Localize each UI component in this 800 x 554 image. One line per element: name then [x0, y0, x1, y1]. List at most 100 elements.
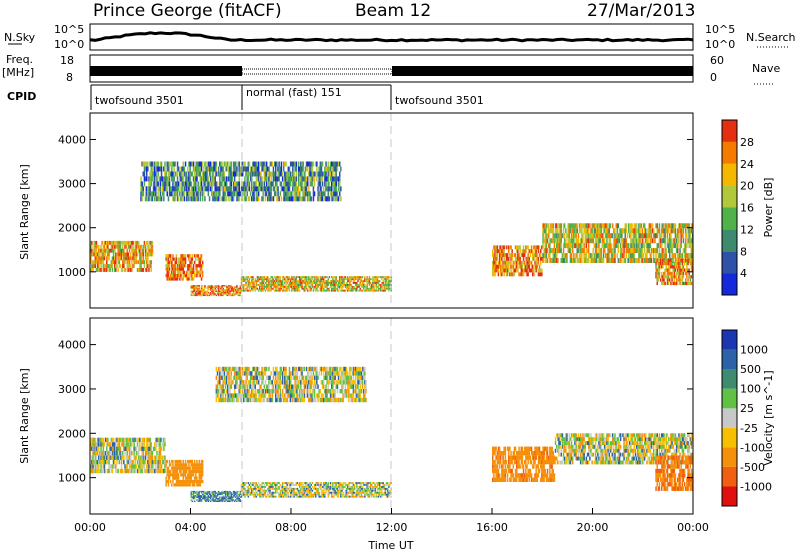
power-cell-6 — [656, 243, 658, 249]
velocity-cell-2 — [203, 493, 205, 496]
power-cell-6 — [581, 238, 583, 244]
power-cell-3 — [295, 282, 298, 284]
power-cell-0 — [102, 264, 105, 268]
power-cell-4 — [256, 161, 259, 167]
power-cell-1 — [177, 270, 180, 274]
velocity-cell-1 — [179, 463, 181, 467]
power-cell-2 — [231, 286, 234, 288]
power-cell-5 — [494, 268, 496, 273]
power-cell-7 — [679, 271, 681, 276]
power-cell-7 — [686, 265, 688, 269]
power-cell-3 — [355, 282, 357, 284]
power-cell-3 — [374, 282, 376, 284]
power-cell-4 — [148, 186, 150, 192]
power-cell-2 — [227, 287, 229, 290]
power-cell-3 — [278, 289, 280, 292]
power-cell-6 — [651, 248, 654, 254]
velocity-cell-1 — [175, 466, 178, 470]
velocity-cell-2 — [206, 497, 208, 500]
power-cell-6 — [666, 238, 669, 244]
power-cell-1 — [169, 277, 172, 281]
power-cell-3 — [373, 289, 375, 292]
velocity-cell-3 — [264, 482, 267, 484]
power-cell-3 — [309, 282, 311, 284]
power-cell-1 — [197, 254, 199, 258]
power-cell-2 — [225, 293, 228, 295]
power-cell-4 — [299, 176, 301, 182]
power-cell-4 — [174, 196, 176, 202]
power-cell-2 — [233, 286, 236, 288]
power-cell-6 — [556, 243, 558, 249]
power-cell-3 — [382, 276, 384, 279]
velocity-cell-2 — [192, 490, 195, 493]
power-cell-3 — [317, 278, 319, 281]
power-cell-3 — [358, 289, 360, 292]
velocity-cell-3 — [260, 487, 262, 490]
velocity-cell-1 — [196, 479, 198, 484]
power-cell-5 — [533, 268, 535, 273]
velocity-cell-1 — [188, 473, 190, 477]
power-cell-2 — [222, 290, 224, 292]
power-cell-4 — [309, 161, 311, 167]
power-cell-4 — [207, 161, 210, 167]
power-cell-6 — [651, 228, 654, 234]
power-cell-3 — [324, 282, 326, 284]
velocity-cell-2 — [233, 495, 236, 497]
power-cell-5 — [524, 260, 526, 265]
velocity-cell-0 — [151, 451, 154, 456]
power-cell-3 — [243, 284, 245, 286]
power-cell-3 — [315, 276, 317, 279]
power-cell-3 — [356, 289, 358, 292]
power-cell-0 — [149, 260, 151, 265]
power-cell-2 — [211, 289, 213, 291]
power-cell-3 — [263, 278, 266, 281]
velocity-cell-0 — [106, 459, 108, 465]
power-cell-4 — [291, 171, 293, 177]
velocity-cell-1 — [185, 469, 188, 474]
power-cell-6 — [578, 243, 581, 249]
velocity-cell-1 — [167, 479, 170, 484]
power-cell-4 — [302, 166, 304, 172]
velocity-cell-0 — [102, 455, 105, 460]
velocity-cell-0 — [161, 455, 164, 460]
power-cell-6 — [675, 238, 678, 244]
power-cell-3 — [276, 278, 278, 281]
power-cell-0 — [95, 252, 98, 257]
power-cell-4 — [181, 181, 183, 187]
power-cell-4 — [225, 161, 228, 167]
power-cell-6 — [633, 253, 636, 259]
power-cell-7 — [658, 268, 661, 272]
power-cell-7 — [677, 268, 679, 272]
power-cell-1 — [188, 254, 190, 258]
velocity-cell-1 — [166, 469, 168, 474]
power-cell-4 — [260, 186, 262, 192]
power-cell-6 — [624, 228, 626, 234]
power-cell-3 — [263, 276, 266, 279]
power-cell-3 — [264, 285, 267, 288]
power-cell-6 — [577, 248, 580, 254]
power-cell-3 — [366, 289, 368, 292]
power-cell-2 — [217, 287, 220, 290]
nsearch-scale-bottom: 10^0 — [705, 38, 735, 51]
power-cell-3 — [383, 276, 385, 279]
power-cell-2 — [233, 290, 236, 292]
power-cell-4 — [169, 191, 172, 197]
power-cell-2 — [199, 292, 202, 294]
power-cell-4 — [206, 186, 208, 192]
power-cell-7 — [686, 261, 688, 266]
power-cell-5 — [538, 264, 541, 269]
power-cell-2 — [195, 287, 197, 290]
velocity-cell-2 — [199, 495, 202, 497]
power-cell-4 — [323, 186, 325, 192]
power-cell-3 — [244, 284, 246, 286]
power-cell-7 — [686, 271, 688, 276]
power-cell-3 — [343, 282, 345, 284]
power-cell-3 — [339, 287, 341, 290]
power-cell-4 — [294, 186, 296, 192]
velocity-cell-1 — [173, 483, 175, 487]
power-cell-6 — [598, 238, 600, 244]
power-cell-4 — [169, 186, 172, 192]
power-cell-3 — [262, 285, 264, 288]
power-cell-6 — [665, 248, 668, 254]
power-cell-3 — [261, 287, 263, 290]
